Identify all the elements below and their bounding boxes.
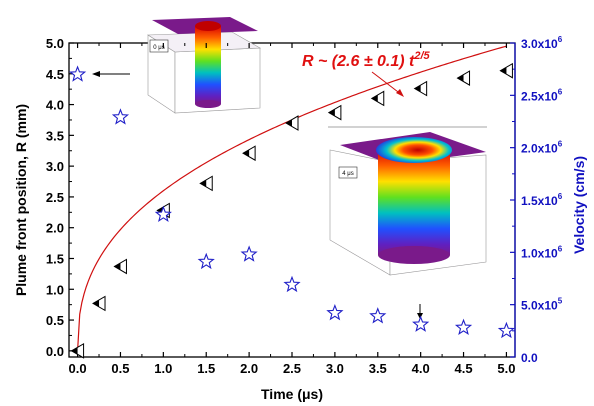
- fit-label-exponent: 2/5: [413, 50, 430, 62]
- position-point: [499, 62, 513, 79]
- y-left-tick-label: 1.5: [46, 251, 64, 266]
- y-right-axis-ticks: 0.0 5.0x105 1.0x106 1.5x106 2.0x106 2.5x106 3.…: [510, 35, 563, 365]
- position-point-fill: [414, 85, 421, 93]
- position-point-fill: [243, 149, 250, 157]
- y-left-tick-label: 2.5: [46, 190, 64, 205]
- y-left-tick-label: 1.0: [46, 282, 64, 297]
- position-point-fill: [328, 109, 335, 117]
- y-right-tick-label: 1.0x106: [521, 244, 563, 260]
- inset-0us-pointer: [92, 71, 130, 77]
- position-point: [92, 295, 106, 312]
- position-point: [456, 70, 471, 86]
- y-left-tick-label: 0.0: [46, 344, 64, 359]
- velocity-point: [283, 275, 301, 293]
- position-point-fill: [457, 74, 464, 82]
- position-point-fill: [200, 179, 207, 187]
- x-tick-label: 2.5: [283, 361, 301, 376]
- velocity-point: [369, 307, 387, 324]
- position-point: [113, 258, 127, 275]
- inset-4us-label: 4 μs: [342, 171, 353, 177]
- position-point: [327, 104, 342, 121]
- inset-0us-plume: [195, 26, 221, 104]
- y-right-tick-label: 2.5x106: [521, 87, 563, 103]
- position-point: [199, 175, 213, 192]
- y-left-axis-title: Plume front position, R (mm): [13, 104, 29, 296]
- x-tick-label: 0.0: [69, 361, 87, 376]
- y-right-tick-label: 5.0x105: [521, 297, 563, 313]
- velocity-point: [197, 252, 215, 270]
- y-right-axis-title: Velocity (cm/s): [571, 156, 587, 254]
- x-tick-label: 4.5: [454, 361, 472, 376]
- y-right-tick-label: 0.0: [521, 351, 538, 365]
- position-point: [242, 145, 256, 162]
- x-tick-label: 2.0: [240, 361, 258, 376]
- x-axis-ticks: 0.0 0.5 1.0 1.5 2.0 2.5 3.0 3.5 4.0 4.5 5.0: [69, 43, 515, 376]
- position-point-fill: [500, 67, 507, 75]
- position-point: [285, 115, 299, 131]
- inset-4us-plume: [378, 150, 450, 255]
- inset-0us-label: 0 μs: [153, 45, 164, 51]
- y-left-tick-label: 3.5: [46, 128, 64, 143]
- fit-label-main: R ~ (2.6 ± 0.1) t: [302, 53, 415, 70]
- y-right-tick-label: 3.0x106: [521, 35, 563, 51]
- x-tick-label: 3.5: [369, 361, 387, 376]
- x-tick-label: 3.0: [326, 361, 344, 376]
- inset-0us: 0 μs: [147, 17, 262, 114]
- velocity-point: [412, 315, 430, 332]
- velocity-point: [326, 304, 344, 321]
- x-axis-title: Time (μs): [261, 386, 323, 402]
- y-right-tick-label: 2.0x106: [521, 140, 563, 156]
- y-left-tick-label: 5.0: [46, 36, 64, 51]
- fit-label-leader: [371, 71, 403, 96]
- velocity-series: [68, 65, 516, 339]
- x-tick-label: 5.0: [497, 361, 515, 376]
- position-point-fill: [93, 299, 100, 307]
- position-point-fill: [286, 119, 292, 127]
- position-point: [70, 342, 85, 359]
- x-tick-label: 1.5: [197, 361, 215, 376]
- y-left-tick-label: 3.0: [46, 159, 64, 174]
- x-tick-label: 4.0: [412, 361, 430, 376]
- position-point: [370, 90, 385, 107]
- inset-4us-top: [376, 137, 452, 163]
- y-left-tick-label: 4.5: [46, 67, 64, 82]
- fit-label: R ~ (2.6 ± 0.1) t2/5: [302, 50, 431, 70]
- position-point-fill: [71, 347, 78, 355]
- velocity-point: [240, 245, 258, 262]
- velocity-point: [154, 205, 172, 222]
- velocity-point: [68, 65, 87, 82]
- velocity-point: [111, 108, 130, 125]
- y-left-tick-label: 4.0: [46, 98, 64, 113]
- position-point-outline: [499, 62, 513, 79]
- velocity-point: [497, 321, 516, 339]
- y-left-tick-label: 0.5: [46, 313, 64, 328]
- y-right-tick-label: 1.5x106: [521, 192, 563, 208]
- x-tick-label: 0.5: [111, 361, 129, 376]
- position-point-fill: [371, 94, 378, 102]
- inset-4us: 4 μs: [328, 126, 487, 319]
- velocity-point: [454, 318, 473, 336]
- x-tick-label: 1.0: [154, 361, 172, 376]
- position-point-fill: [114, 262, 121, 270]
- y-left-tick-label: 2.0: [46, 221, 64, 236]
- y-left-axis-ticks: 0.0 0.5 1.0 1.5 2.0 2.5 3.0 3.5 4.0 4.5 5.0: [46, 36, 74, 359]
- position-point: [413, 80, 428, 97]
